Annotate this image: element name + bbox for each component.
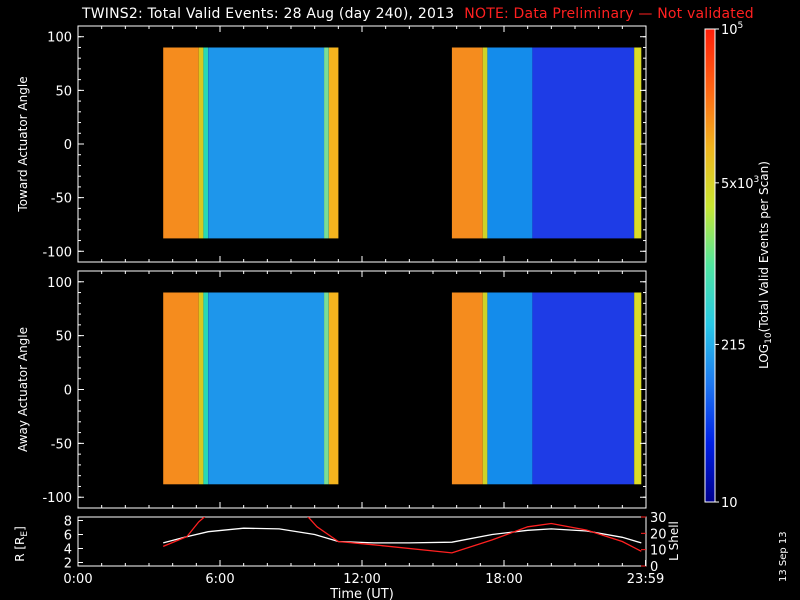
- orbit-left-ylabel: R [RE]: [13, 526, 30, 562]
- orbit-right-ytick-label: 30: [650, 511, 667, 526]
- side-date-label: 13 Sep 13: [778, 531, 789, 582]
- away-panel-ytick-label: 50: [55, 330, 72, 345]
- toward-panel-block1-segment0: [451, 47, 483, 239]
- orbit-left-ytick-label: 2: [64, 557, 72, 572]
- toward-panel-ylabel: Toward Actuator Angle: [16, 76, 30, 212]
- toward-panel-block1-segment4: [634, 47, 642, 239]
- away-panel-block0-segment1: [198, 292, 204, 485]
- xtick-label: 6:00: [205, 572, 234, 587]
- colorbar-tick-base: 10: [721, 23, 738, 38]
- away-panel-block0-segment5: [328, 292, 339, 485]
- colorbar-label: LOG10(Total Valid Events per Scan): [757, 161, 774, 369]
- toward-panel-block1-segment1: [482, 47, 488, 239]
- orbit-right-ytick-label: 10: [650, 544, 667, 559]
- colorbar-tick-label: 5x103: [721, 175, 759, 192]
- colorbar-tick-base: 215: [721, 338, 746, 353]
- away-panel-ytick-label: -100: [42, 491, 72, 506]
- orbit-left-ytick-label: 6: [64, 529, 72, 544]
- colorbar-tick-base: 5x10: [721, 177, 754, 192]
- colorbar-label-main: LOG: [757, 344, 771, 369]
- x-axis-label: Time (UT): [329, 587, 394, 600]
- chart-title-text: TWINS2: Total Valid Events: 28 Aug (day …: [82, 6, 455, 22]
- data-note: NOTE: Data Preliminary — Not validated: [464, 6, 754, 22]
- away-panel-block0-segment4: [324, 292, 329, 485]
- orbit-right-ytick-label: 0: [650, 560, 658, 575]
- orbit-left-ytick-label: 8: [64, 515, 72, 530]
- orbit-left-ylabel-end: ]: [13, 526, 27, 531]
- toward-panel-block1-segment2: [487, 47, 533, 239]
- toward-panel-ytick-label: 50: [55, 84, 72, 99]
- chart-title: TWINS2: Total Valid Events: 28 Aug (day …: [82, 6, 754, 22]
- away-panel-block0-segment3: [208, 292, 325, 485]
- colorbar-tick-label: 215: [721, 338, 746, 353]
- away-panel-block1-segment3: [532, 292, 635, 485]
- xtick-label: 18:00: [485, 572, 522, 587]
- orbit-series-r-line: [163, 527, 642, 544]
- colorbar-tick-exp: 5: [738, 21, 744, 31]
- orbit-right-ylabel: L Shell: [667, 521, 681, 561]
- away-panel-block1-segment0: [451, 292, 483, 485]
- away-panel-ytick-label: 100: [47, 276, 72, 291]
- orbit-right-ytick-label: 20: [650, 527, 667, 542]
- colorbar-tick-exp: 3: [754, 175, 760, 185]
- toward-panel-ytick-label: 0: [64, 138, 72, 153]
- colorbar-tick-label: 10: [721, 496, 738, 511]
- toward-panel-block1-segment3: [532, 47, 635, 239]
- orbit-series-lshell-line: [162, 517, 642, 554]
- toward-panel-block0-segment5: [328, 47, 339, 239]
- toward-panel-block0-segment3: [208, 47, 325, 239]
- colorbar-tick-label: 105: [721, 21, 743, 38]
- xtick-label: 23:59: [627, 572, 664, 587]
- away-panel-block1-segment2: [487, 292, 533, 485]
- toward-panel-ytick-label: -100: [42, 245, 72, 260]
- toward-panel-block0-segment1: [198, 47, 204, 239]
- away-panel-ytick-label: -50: [51, 437, 72, 452]
- xtick-label: 12:00: [343, 572, 380, 587]
- orbit-left-ytick-label: 4: [64, 543, 72, 558]
- away-panel-ytick-label: 0: [64, 384, 72, 399]
- orbit-panel-frame: [77, 516, 647, 567]
- colorbar-bar: [704, 28, 716, 503]
- away-panel-block0-segment0: [163, 292, 199, 485]
- away-panel-block0-segment2: [203, 292, 209, 485]
- away-panel-ylabel: Away Actuator Angle: [16, 327, 30, 452]
- away-panel-block1-segment4: [634, 292, 642, 485]
- toward-panel-ytick-label: -50: [51, 192, 72, 207]
- orbit-left-ylabel-sub: E: [20, 531, 30, 537]
- colorbar-tick-base: 10: [721, 496, 738, 511]
- toward-panel-block0-segment2: [203, 47, 209, 239]
- orbit-left-ylabel-main: R [R: [13, 537, 27, 562]
- toward-panel-block0-segment0: [163, 47, 199, 239]
- xtick-label: 0:00: [63, 572, 92, 587]
- toward-panel-ytick-label: 100: [47, 31, 72, 46]
- away-panel-block1-segment1: [482, 292, 488, 485]
- toward-panel-block0-segment4: [324, 47, 329, 239]
- colorbar-label-rest: (Total Valid Events per Scan): [757, 161, 771, 332]
- colorbar-label-sub: 10: [764, 332, 774, 344]
